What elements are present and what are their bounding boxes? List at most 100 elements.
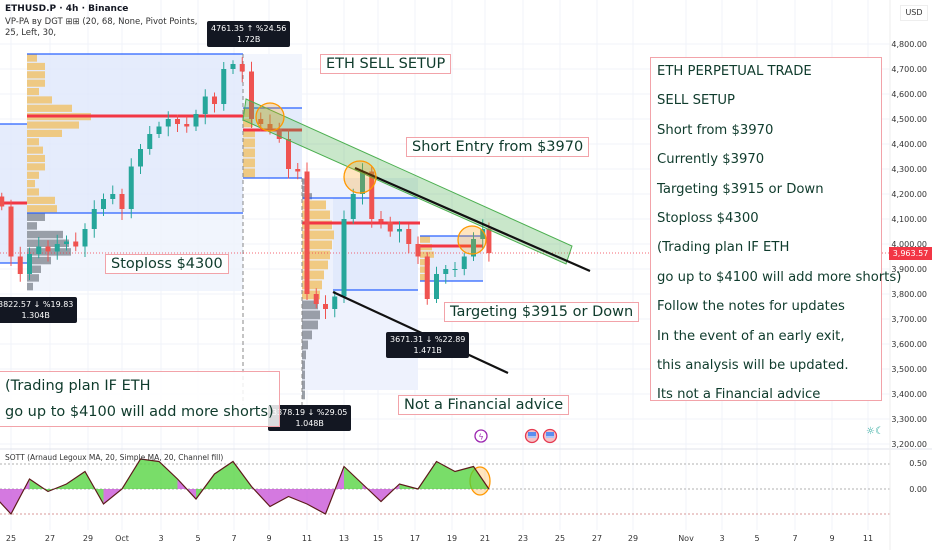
time-tick-label: 5 [195, 534, 201, 543]
profile-bar [302, 178, 306, 185]
time-tick-label: 11 [301, 534, 313, 543]
time-tick-label: 3 [719, 534, 725, 543]
time-tick-label: 9 [829, 534, 835, 543]
note-not-advice[interactable]: Not a Financial advice [398, 395, 570, 415]
symbol-title[interactable]: ETHUSD.P · 4h · Binance [5, 4, 129, 14]
price-tick-label: 3,800.00 [891, 290, 927, 299]
candle [406, 229, 412, 244]
oscillator-fill [288, 489, 307, 504]
candle [258, 119, 264, 124]
time-tick-label: Oct [115, 534, 129, 543]
currency-button[interactable]: USD [900, 5, 928, 21]
summary-line: go up to $4100 will add more shorts) [657, 269, 902, 285]
candle [193, 114, 199, 127]
price-tick-label: 4,600.00 [891, 90, 927, 99]
profile-bar [27, 71, 45, 79]
note-stoploss[interactable]: Stoploss $4300 [105, 254, 229, 274]
time-tick-label: 7 [792, 534, 798, 543]
candle [212, 96, 217, 104]
oscillator-fill [455, 466, 474, 489]
profile-bar [243, 168, 255, 178]
highlight-circle [255, 102, 285, 132]
candle [332, 296, 338, 309]
time-tick-label: Nov [678, 534, 694, 543]
time-tick-label: 5 [754, 534, 760, 543]
vp-zone [27, 54, 243, 213]
profile-bar [27, 274, 39, 282]
descending-channel[interactable] [242, 98, 573, 265]
price-tick-label: 4,400.00 [891, 140, 927, 149]
candle [156, 126, 162, 134]
candle [267, 124, 273, 129]
profile-bar [27, 196, 55, 204]
highlight-circle [457, 225, 487, 255]
profile-bar [27, 163, 45, 171]
indicator-legend[interactable]: VP-PA ву DGT ⊞⊞ (20, 68, None, Pivot Poi… [5, 17, 198, 38]
profile-bar [302, 300, 318, 310]
tooltip-line: 3671.31 ↓ %22.89 [390, 335, 466, 344]
profile-bar [243, 128, 255, 138]
summary-note[interactable]: ETH PERPETUAL TRADE SELL SETUP Short from … [650, 57, 902, 402]
trendline-upper[interactable] [354, 166, 591, 273]
candle [486, 229, 492, 254]
summary-line: Stoploss $4300 [657, 210, 759, 226]
candle [101, 199, 106, 209]
time-tick-label: 7 [231, 534, 237, 543]
candle [313, 294, 319, 304]
price-tick-label: 3,900.00 [891, 265, 927, 274]
oscillator-fill [270, 489, 289, 507]
candle [471, 239, 476, 257]
price-tick-label: 3,200.00 [891, 440, 927, 449]
oscillator [0, 458, 490, 516]
profile-bar [302, 290, 320, 300]
note-trading-plan[interactable]: (Trading plan IF ETH go up to $4100 will … [0, 371, 280, 427]
candle [54, 244, 60, 252]
price-tick-label: 3,300.00 [891, 415, 927, 424]
candle [128, 166, 134, 209]
price-tick-label: 3,500.00 [891, 365, 927, 374]
summary-line: this analysis will be updated. [657, 357, 849, 373]
time-tick-label: 25 [554, 534, 566, 543]
profile-bar [27, 154, 45, 163]
time-tick-label: 9 [266, 534, 272, 543]
note-short-entry[interactable]: Short Entry from $3970 [406, 137, 590, 157]
high-tooltip: 4761.35 ↑ %24.56 1.72B [207, 21, 291, 47]
tooltip-line: 4761.35 ↑ %24.56 [211, 24, 287, 33]
summary-line: SELL SETUP [657, 93, 735, 109]
candle [17, 256, 23, 274]
note-sell-setup[interactable]: ETH SELL SETUP [320, 54, 452, 74]
time-tick-label: 27 [591, 534, 603, 543]
profile-bar [302, 380, 305, 390]
profile-bar [302, 250, 330, 260]
candle [415, 244, 421, 257]
note-targeting[interactable]: Targeting $3915 or Down [444, 302, 640, 322]
profile-bar [302, 230, 334, 240]
candle [461, 256, 467, 269]
candle [239, 64, 245, 72]
vp-range-lines [0, 53, 483, 291]
summary-line: Follow the notes for updates [657, 299, 845, 315]
profile-bar [243, 138, 255, 148]
price-tick-label: 4,300.00 [891, 165, 927, 174]
price-tick-label: 4,100.00 [891, 215, 927, 224]
price-tick-label: 4,800.00 [891, 40, 927, 49]
osc-axis-label: 0.00 [909, 485, 927, 494]
candle [8, 206, 14, 257]
oscillator-legend[interactable]: SOTT (Arnaud Legoux MA, 20, Simple MA, 2… [5, 453, 224, 462]
summary-line: Currently $3970 [657, 152, 765, 168]
profile-bar [420, 274, 426, 281]
summary-line: Targeting $3915 or Down [657, 181, 824, 197]
profile-bar [302, 390, 305, 400]
osc-axis-label: 0.50 [909, 459, 927, 468]
candle [276, 129, 282, 139]
low-tooltip: 3378.19 ↓ %29.05 1.048B [268, 405, 352, 431]
candle [73, 241, 79, 247]
oscillator-fill [214, 461, 233, 489]
candle [230, 64, 236, 69]
profile-bar [27, 104, 72, 112]
profile-bar [420, 266, 428, 273]
candle [138, 149, 143, 167]
time-tick-label: 13 [338, 534, 350, 543]
